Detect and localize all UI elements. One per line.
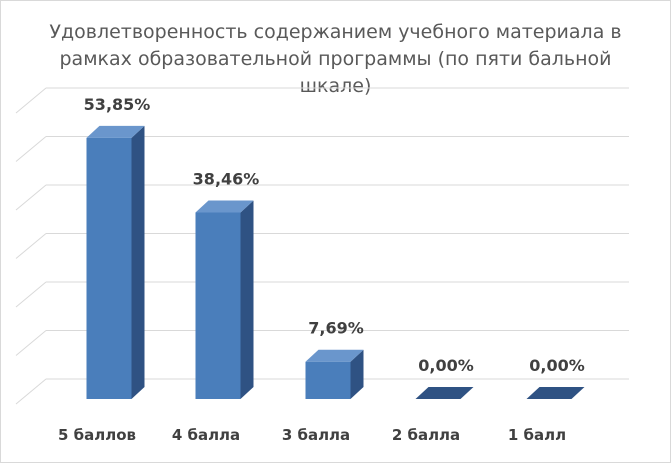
bar — [195, 212, 241, 399]
bar-side — [131, 125, 145, 399]
bar-top — [305, 349, 364, 362]
bar — [305, 361, 351, 399]
category-label: 1 балл — [508, 426, 566, 444]
gridline-side — [15, 281, 47, 308]
data-label: 38,46% — [193, 169, 260, 188]
chart-title: Удовлетворенность содержанием учебного м… — [49, 21, 622, 97]
gridline-side — [15, 136, 47, 162]
bar-top — [195, 200, 254, 213]
gridline-side — [15, 378, 47, 405]
gridline-side — [15, 184, 47, 211]
category-label: 5 баллов — [58, 426, 136, 444]
category-label: 2 балла — [392, 426, 460, 444]
bar-top — [86, 125, 145, 138]
bar-top — [415, 387, 474, 399]
bar-side — [240, 200, 254, 399]
gridline-side — [15, 233, 47, 259]
chart-data-labels: 53,85% 38,46% 7,69% 0,00% 0,00% — [84, 95, 585, 375]
chart-category-labels: 5 баллов 4 балла 3 балла 2 балла 1 балл — [58, 426, 566, 444]
category-label: 4 балла — [172, 426, 240, 444]
data-label: 7,69% — [308, 319, 364, 338]
gridline-side — [15, 87, 47, 114]
chart-bars — [86, 125, 585, 399]
bar-side — [350, 349, 364, 399]
data-label: 0,00% — [529, 356, 585, 375]
bar — [86, 137, 132, 399]
data-label: 53,85% — [84, 95, 151, 114]
bar-top — [526, 387, 585, 399]
data-label: 0,00% — [418, 356, 474, 375]
category-label: 3 балла — [282, 426, 350, 444]
gridline-side — [15, 330, 47, 356]
